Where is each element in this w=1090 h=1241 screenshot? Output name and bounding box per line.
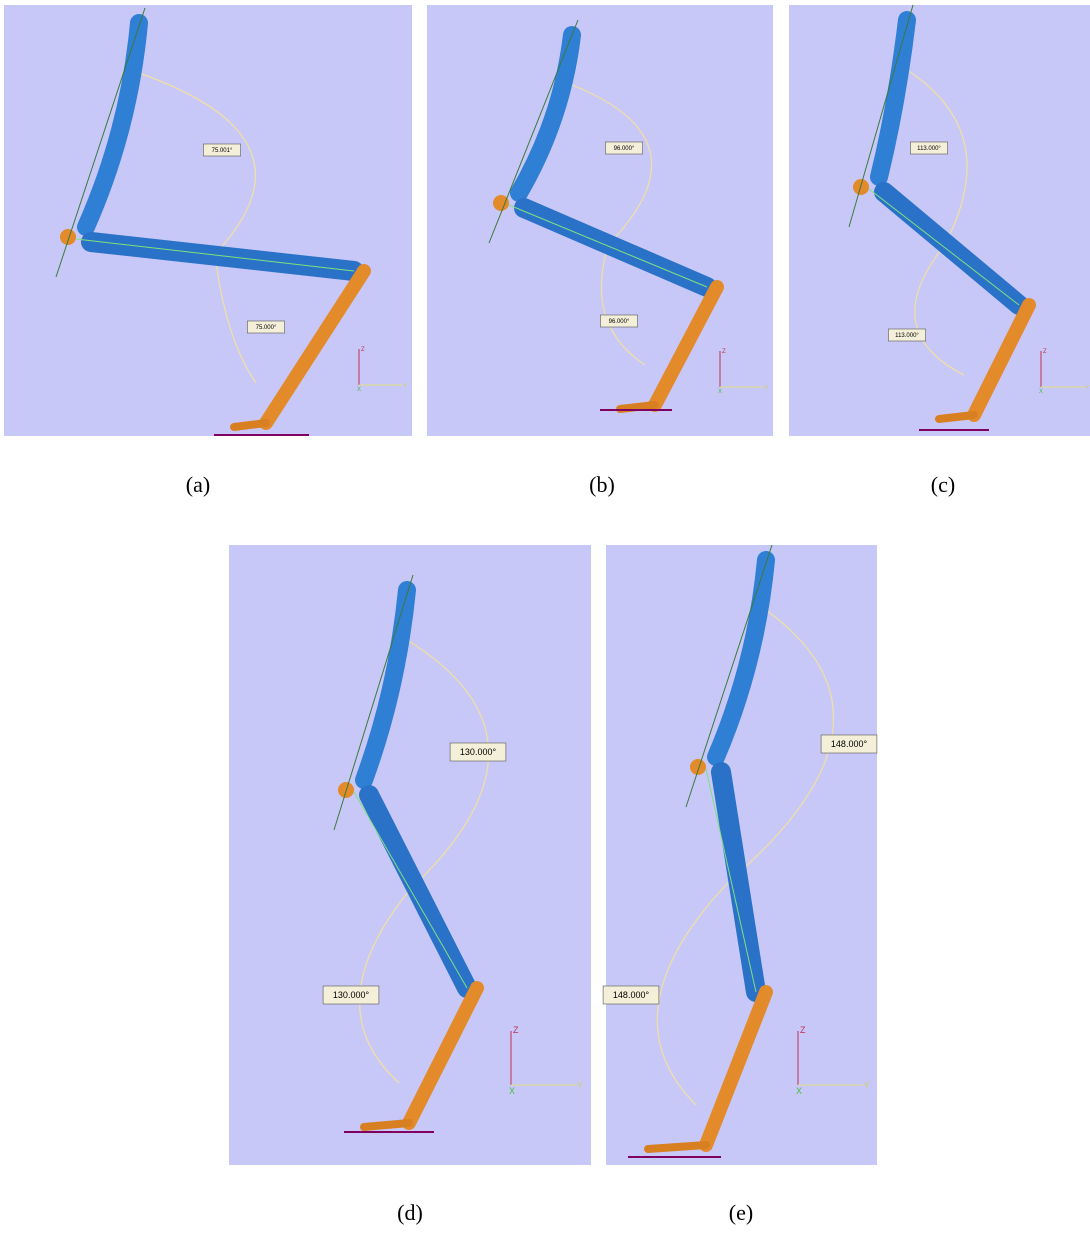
panel: 130.000° 130.000° Z X Y bbox=[229, 545, 591, 1165]
toe-bones bbox=[234, 423, 266, 427]
viewport-background bbox=[427, 5, 773, 436]
angle-label: 113.000° bbox=[917, 146, 941, 152]
axis-label: X bbox=[509, 1086, 515, 1096]
angle-label: 148.000° bbox=[613, 990, 650, 1000]
caption: (a) bbox=[186, 472, 210, 497]
angle-label: 75.000° bbox=[256, 325, 277, 331]
patella bbox=[690, 759, 706, 775]
caption: (c) bbox=[931, 472, 955, 497]
axis-label: X bbox=[718, 389, 722, 395]
panel: 75.001° 75.000° Z X Y bbox=[4, 5, 412, 436]
angle-label: 130.000° bbox=[333, 990, 370, 1000]
axis-label: Z bbox=[800, 1025, 806, 1035]
axis-label: Z bbox=[513, 1025, 519, 1035]
panel: 113.000° 113.000° Z X Y bbox=[789, 5, 1090, 436]
figure: 75.001° 75.000° Z X Y (a) 96.000° 96.000° Z X Y (b)… bbox=[0, 0, 1090, 1241]
panel: 96.000° 96.000° Z X Y bbox=[427, 5, 773, 436]
toe-bones bbox=[364, 1123, 409, 1127]
angle-label: 96.000° bbox=[614, 146, 635, 152]
axis-label: Y bbox=[864, 1081, 870, 1091]
axis-label: Y bbox=[1085, 385, 1089, 391]
viewport-background bbox=[4, 5, 412, 436]
viewport-background bbox=[789, 5, 1090, 436]
axis-label: Y bbox=[403, 383, 407, 389]
angle-label: 148.000° bbox=[831, 739, 868, 749]
angle-label: 96.000° bbox=[609, 319, 630, 325]
caption: (e) bbox=[729, 1200, 753, 1225]
axis-label: Y bbox=[764, 385, 768, 391]
angle-label: 130.000° bbox=[460, 747, 497, 757]
patella bbox=[60, 229, 76, 245]
axis-label: X bbox=[1039, 389, 1043, 395]
axis-label: Y bbox=[577, 1081, 583, 1091]
patella bbox=[493, 195, 509, 211]
axis-label: Z bbox=[361, 347, 365, 353]
angle-label: 75.001° bbox=[212, 148, 233, 154]
angle-label: 113.000° bbox=[895, 333, 919, 339]
panel: 148.000° 148.000° Z X Y bbox=[603, 545, 877, 1165]
axis-label: Z bbox=[722, 349, 726, 355]
axis-label: X bbox=[357, 387, 361, 393]
caption: (b) bbox=[589, 472, 615, 497]
toe-bones bbox=[620, 405, 655, 409]
toe-bones bbox=[648, 1145, 706, 1149]
caption: (d) bbox=[397, 1200, 423, 1225]
toe-bones bbox=[939, 415, 974, 419]
axis-label: X bbox=[796, 1086, 802, 1096]
axis-label: Z bbox=[1043, 349, 1047, 355]
